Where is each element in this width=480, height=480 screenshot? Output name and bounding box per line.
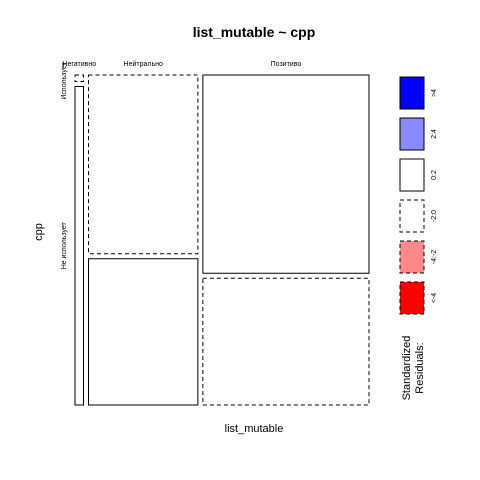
legend-swatch xyxy=(399,199,425,233)
legend: >4 2:4 0:2 -2:0 -4:-2 <-4 Standardized Residual… xyxy=(399,76,438,401)
legend-title: Standardized xyxy=(401,336,413,401)
x-category-label: Негативно xyxy=(62,61,96,68)
legend-tick-label: 2:4 xyxy=(431,129,438,139)
x-axis-label: list_mutable xyxy=(225,423,284,435)
x-category-label: Нейтрально xyxy=(124,60,163,68)
chart-title: list_mutable ~ cpp xyxy=(193,24,316,40)
legend-title: Residuals: xyxy=(414,342,426,393)
legend-tick-label: -4:-2 xyxy=(431,250,438,265)
legend-tick-label: 0:2 xyxy=(431,170,438,180)
legend-tick-label: >4 xyxy=(431,89,438,97)
legend-swatch xyxy=(399,117,425,151)
x-category-label: Позитиво xyxy=(271,61,302,68)
mosaic-tile-0-0 xyxy=(74,74,85,82)
legend-tick-label: -2:0 xyxy=(431,210,438,222)
mosaic-tile-1-0 xyxy=(88,74,199,255)
y-category-label: Не использует xyxy=(61,221,68,269)
legend-swatch xyxy=(399,240,425,274)
legend-swatch xyxy=(399,76,425,110)
mosaic-tile-0-1 xyxy=(74,86,85,406)
legend-swatch xyxy=(399,281,425,315)
legend-tick-label: <-4 xyxy=(431,293,438,303)
y-category-label: Использует xyxy=(61,62,68,100)
y-axis-label: cpp xyxy=(33,223,45,241)
mosaic-plot: Негативно Нейтрально Позитиво Использует Не … xyxy=(61,60,370,406)
mosaic-tile-2-0 xyxy=(202,74,370,274)
legend-swatch xyxy=(399,158,425,192)
mosaic-tile-2-1 xyxy=(202,277,370,406)
mosaic-tile-1-1 xyxy=(88,258,199,406)
